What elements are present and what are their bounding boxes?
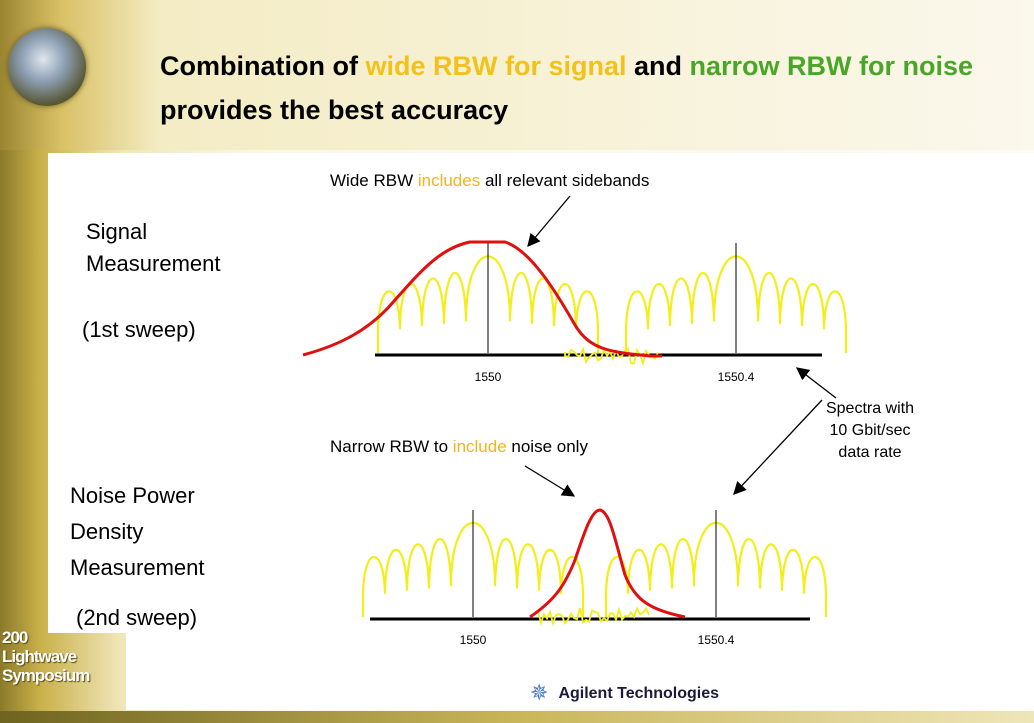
ann-text: all relevant sidebands <box>480 171 650 190</box>
company-name: Agilent Technologies <box>558 685 720 702</box>
row-sublabel: (2nd sweep) <box>76 605 198 630</box>
wide-rbw-trace <box>302 240 662 358</box>
arrow <box>733 399 823 495</box>
content-panel <box>126 630 1034 710</box>
sym-line: Lightwave <box>2 647 77 666</box>
spark-icon: ✵ <box>530 680 549 705</box>
slide-title: Combination of wide RBW for signal and n… <box>160 44 1020 132</box>
noise <box>534 606 650 627</box>
note-line: 10 Gbit/sec <box>829 422 911 439</box>
company-logo: ✵ Agilent Technologies <box>530 680 719 706</box>
title-text: and <box>626 51 690 81</box>
axis-label: 1550.4 <box>697 633 735 647</box>
ann-text: Wide RBW <box>330 171 418 190</box>
row-label: Measurement <box>86 251 221 276</box>
annotation: Narrow RBW to include noise only <box>330 437 588 457</box>
spectra-note: Spectra with 10 Gbit/sec data rate <box>810 398 930 464</box>
arrow <box>527 195 571 247</box>
bottom-border <box>0 711 1034 723</box>
arrow <box>524 465 576 497</box>
ann-text: Narrow RBW to <box>330 437 453 456</box>
axis-label: 1550 <box>474 370 502 384</box>
ann-text: noise only <box>506 437 588 456</box>
title-text: provides the best accuracy <box>160 95 509 125</box>
ann-highlight: includes <box>417 171 481 190</box>
sym-line: 200 <box>2 628 28 647</box>
arrow <box>795 367 837 399</box>
sym-line: Symposium <box>2 666 90 685</box>
annotation: Wide RBW includes all relevant sidebands <box>330 171 649 191</box>
title-highlight: narrow RBW for noise <box>689 51 974 81</box>
axis-label: 1550.4 <box>717 370 755 384</box>
row-sublabel: (1st sweep) <box>82 317 196 342</box>
note-line: Spectra with <box>825 400 915 417</box>
title-text: Combination of <box>160 51 366 81</box>
axis-label: 1550 <box>459 633 487 647</box>
note-line: data rate <box>838 444 902 461</box>
ann-highlight: include <box>452 437 507 456</box>
row-label: Density <box>70 519 144 544</box>
title-highlight: wide RBW for signal <box>365 51 627 81</box>
content-panel <box>48 153 1034 633</box>
row-label: Signal <box>86 219 148 244</box>
narrow-rbw-trace <box>529 508 686 619</box>
title-band <box>0 0 1034 150</box>
row-label: Noise Power <box>70 483 195 508</box>
symposium-text: 200 Lightwave Symposium <box>2 628 90 685</box>
symposium-logo <box>8 28 86 106</box>
row-label: Measurement <box>70 555 205 580</box>
